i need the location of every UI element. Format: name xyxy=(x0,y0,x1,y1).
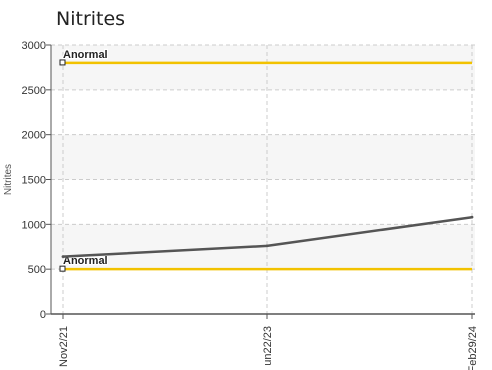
threshold-marker xyxy=(59,59,66,66)
background-bands xyxy=(51,45,475,270)
threshold-marker xyxy=(59,265,66,272)
x-tick-label: Feb29/24 xyxy=(467,326,479,370)
series-lines xyxy=(61,215,474,259)
grid-band xyxy=(51,45,475,90)
y-tick-label: 2000 xyxy=(22,130,46,142)
threshold-label: Anormal xyxy=(63,49,108,61)
y-axis-title: Nitrites xyxy=(3,164,14,195)
y-tick-label: 1000 xyxy=(22,219,46,231)
threshold-label: Anormal xyxy=(63,255,108,267)
x-tick-label: Nov2/21 xyxy=(58,326,70,367)
threshold-lines: Anormal Anormal xyxy=(59,48,472,272)
y-tick-label: 0 xyxy=(40,309,46,321)
y-tick-label: 2500 xyxy=(22,85,46,97)
y-tick-label: 500 xyxy=(28,264,46,276)
grid-band xyxy=(51,134,475,180)
axes xyxy=(46,44,475,319)
data-point xyxy=(61,255,65,259)
data-point xyxy=(470,215,474,219)
data-point xyxy=(265,244,269,248)
x-tick-label: un22/23 xyxy=(262,326,274,366)
y-tick-label: 3000 xyxy=(22,40,46,52)
y-tick-label: 1500 xyxy=(22,175,46,187)
axis-labels: 3000 2500 2000 1500 1000 500 0 Nov2/21 un22/23 Fe… xyxy=(3,40,479,370)
chart-title: Nitrites xyxy=(56,8,126,30)
